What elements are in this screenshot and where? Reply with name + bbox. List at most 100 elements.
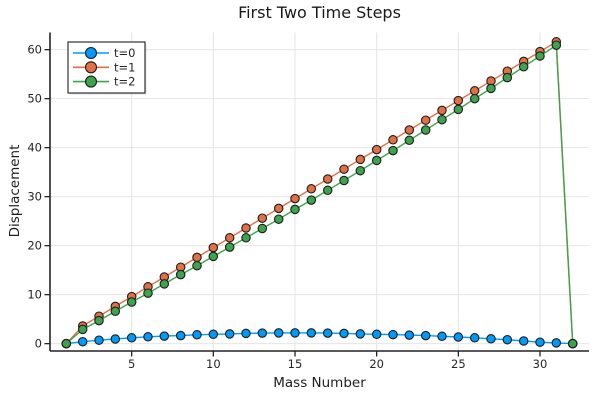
data-point-t=1	[224, 233, 235, 243]
data-point-t=2	[143, 288, 153, 298]
data-point-t=0	[535, 337, 545, 347]
data-point-t=2	[437, 114, 447, 125]
data-point-t=2	[110, 306, 121, 317]
x-tick-label: 10	[206, 357, 221, 371]
data-point-t=0	[241, 328, 251, 339]
data-point-t=0	[306, 328, 317, 338]
data-point-t=0	[273, 328, 284, 338]
data-point-t=1	[339, 164, 349, 174]
data-point-t=2	[486, 83, 496, 94]
data-point-t=1	[388, 135, 398, 145]
data-point-t=0	[404, 330, 415, 340]
data-point-t=2	[241, 233, 251, 243]
legend-label: t=2	[114, 75, 135, 89]
data-point-t=2	[453, 104, 464, 115]
data-point-t=1	[322, 174, 333, 184]
data-point-t=0	[453, 332, 464, 342]
x-axis-label: Mass Number	[273, 375, 366, 391]
data-point-t=0	[94, 335, 104, 345]
data-point-t=1	[453, 95, 464, 106]
y-tick-label: 50	[27, 92, 42, 106]
data-point-t=0	[322, 328, 333, 338]
data-point-t=2	[94, 315, 104, 326]
data-point-t=2	[535, 51, 545, 61]
data-point-t=0	[159, 331, 170, 341]
data-point-t=0	[110, 334, 121, 344]
series-line-t=0	[66, 332, 573, 345]
legend-label: t=1	[114, 60, 135, 74]
data-point-t=1	[355, 154, 366, 165]
data-point-t=1	[469, 86, 480, 96]
data-point-t=0	[208, 329, 219, 340]
data-point-t=0	[469, 333, 480, 343]
y-tick-label: 30	[27, 190, 42, 204]
legend-marker	[84, 75, 98, 88]
data-point-t=2	[551, 40, 562, 50]
data-point-t=1	[257, 213, 268, 223]
data-point-t=2	[306, 195, 317, 205]
y-tick-label: 10	[27, 288, 42, 302]
data-point-t=0	[126, 333, 137, 343]
data-point-t=2	[518, 62, 529, 72]
y-tick-label: 40	[27, 141, 42, 155]
data-point-t=0	[143, 332, 153, 342]
data-point-t=0	[192, 330, 202, 340]
data-point-t=0	[502, 334, 513, 345]
data-point-t=2	[257, 223, 268, 234]
data-point-t=0	[486, 334, 496, 344]
data-point-t=2	[355, 165, 366, 176]
data-point-t=2	[192, 260, 202, 271]
data-point-t=1	[273, 203, 284, 214]
legend-marker	[84, 46, 98, 60]
data-point-t=2	[339, 175, 349, 186]
y-axis-label: Displacement	[7, 144, 23, 238]
x-tick-label: 25	[451, 357, 466, 371]
chart-title: First Two Time Steps	[238, 3, 401, 22]
data-point-t=2	[290, 204, 300, 215]
data-point-t=2	[224, 242, 235, 252]
data-point-t=0	[224, 329, 235, 339]
data-point-t=2	[126, 297, 137, 307]
legend-marker	[84, 61, 98, 74]
data-point-t=0	[371, 329, 382, 340]
data-point-t=0	[290, 328, 300, 338]
data-point-t=0	[175, 330, 186, 341]
y-tick-label: 0	[35, 337, 42, 351]
data-point-t=0	[551, 338, 562, 348]
data-point-t=1	[241, 223, 251, 233]
data-point-t=2	[175, 269, 186, 280]
data-point-t=0	[77, 336, 88, 347]
data-point-t=1	[371, 144, 382, 155]
data-point-t=1	[192, 252, 202, 263]
data-point-t=0	[518, 336, 529, 346]
y-tick-label: 20	[27, 239, 42, 253]
data-point-t=2	[208, 251, 219, 262]
data-point-t=0	[339, 328, 349, 339]
data-point-t=2	[404, 135, 415, 146]
x-tick-label: 5	[128, 357, 135, 371]
data-point-t=1	[437, 105, 447, 116]
data-point-t=2	[469, 93, 480, 104]
data-point-t=2	[273, 214, 284, 224]
x-tick-label: 30	[533, 357, 548, 371]
data-point-t=1	[306, 184, 317, 194]
data-point-t=0	[437, 331, 447, 342]
data-point-t=0	[420, 330, 431, 341]
data-point-t=2	[567, 338, 578, 349]
data-point-t=1	[420, 115, 431, 125]
data-point-t=2	[159, 279, 170, 289]
data-point-t=0	[257, 328, 268, 338]
x-tick-label: 20	[369, 357, 384, 371]
data-point-t=1	[208, 242, 219, 253]
x-tick-label: 15	[288, 357, 303, 371]
data-point-t=1	[404, 125, 415, 135]
data-point-t=0	[388, 329, 398, 340]
data-point-t=2	[61, 338, 72, 349]
legend-label: t=0	[114, 46, 135, 60]
data-point-t=0	[355, 329, 366, 339]
data-point-t=2	[77, 324, 88, 335]
data-point-t=2	[502, 72, 513, 83]
y-tick-label: 60	[27, 43, 42, 57]
